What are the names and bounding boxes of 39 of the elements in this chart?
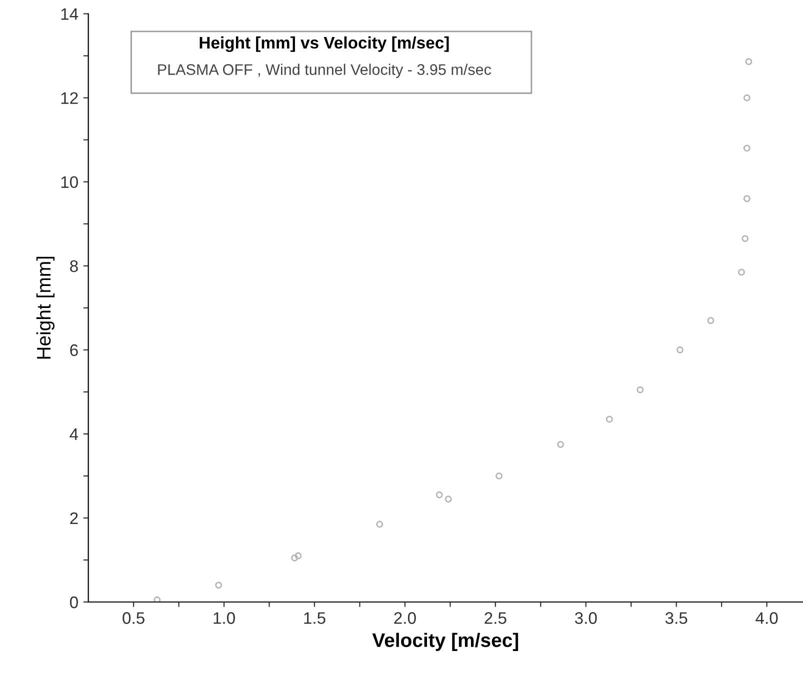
- y-tick-label: 6: [70, 344, 78, 356]
- point: [444, 496, 452, 503]
- y-tick-label: 10: [61, 176, 78, 188]
- y-tick-label: 12: [61, 92, 78, 104]
- point: [707, 317, 714, 324]
- x-tick-label: 1.0: [214, 612, 235, 624]
- point: [743, 94, 750, 102]
- point: [154, 596, 161, 602]
- point: [376, 520, 384, 528]
- annotation: PLASMA OFF , Wind tunnel Velocity - 3.95 m/sec: [158, 64, 492, 78]
- x-tick-label: 2.0: [394, 612, 416, 624]
- y-axis-title: Height [mm]: [36, 256, 55, 359]
- point: [636, 386, 644, 394]
- x-tick-label: 2.5: [484, 612, 506, 624]
- y-tick-label: 0: [70, 596, 78, 608]
- point: [606, 416, 613, 423]
- x-tick-label: 1.5: [304, 612, 326, 624]
- point: [294, 552, 302, 560]
- point: [738, 268, 745, 276]
- point: [557, 440, 564, 448]
- x-tick-label: 3.0: [574, 612, 597, 624]
- text: Height [mm] vs Velocity [m/sec]: [200, 36, 449, 52]
- point: [742, 235, 749, 242]
- y-tick-label: 2: [70, 512, 78, 524]
- point: [215, 582, 222, 589]
- x-tick-label: 3.5: [665, 612, 688, 624]
- y-tick-label: 4: [70, 428, 78, 440]
- point: [745, 58, 752, 66]
- point: [743, 144, 750, 152]
- y-tick-label: 14: [61, 8, 78, 20]
- point: [743, 195, 750, 202]
- x-tick-label: 0.5: [122, 612, 144, 624]
- y-tick-label: 8: [70, 260, 78, 272]
- x-tick-label: 4.0: [756, 612, 778, 624]
- point: [436, 491, 443, 498]
- point: [496, 472, 503, 480]
- x-axis-title: Velocity [m/sec]: [372, 632, 518, 651]
- point: [676, 346, 684, 354]
- point: [291, 554, 298, 562]
